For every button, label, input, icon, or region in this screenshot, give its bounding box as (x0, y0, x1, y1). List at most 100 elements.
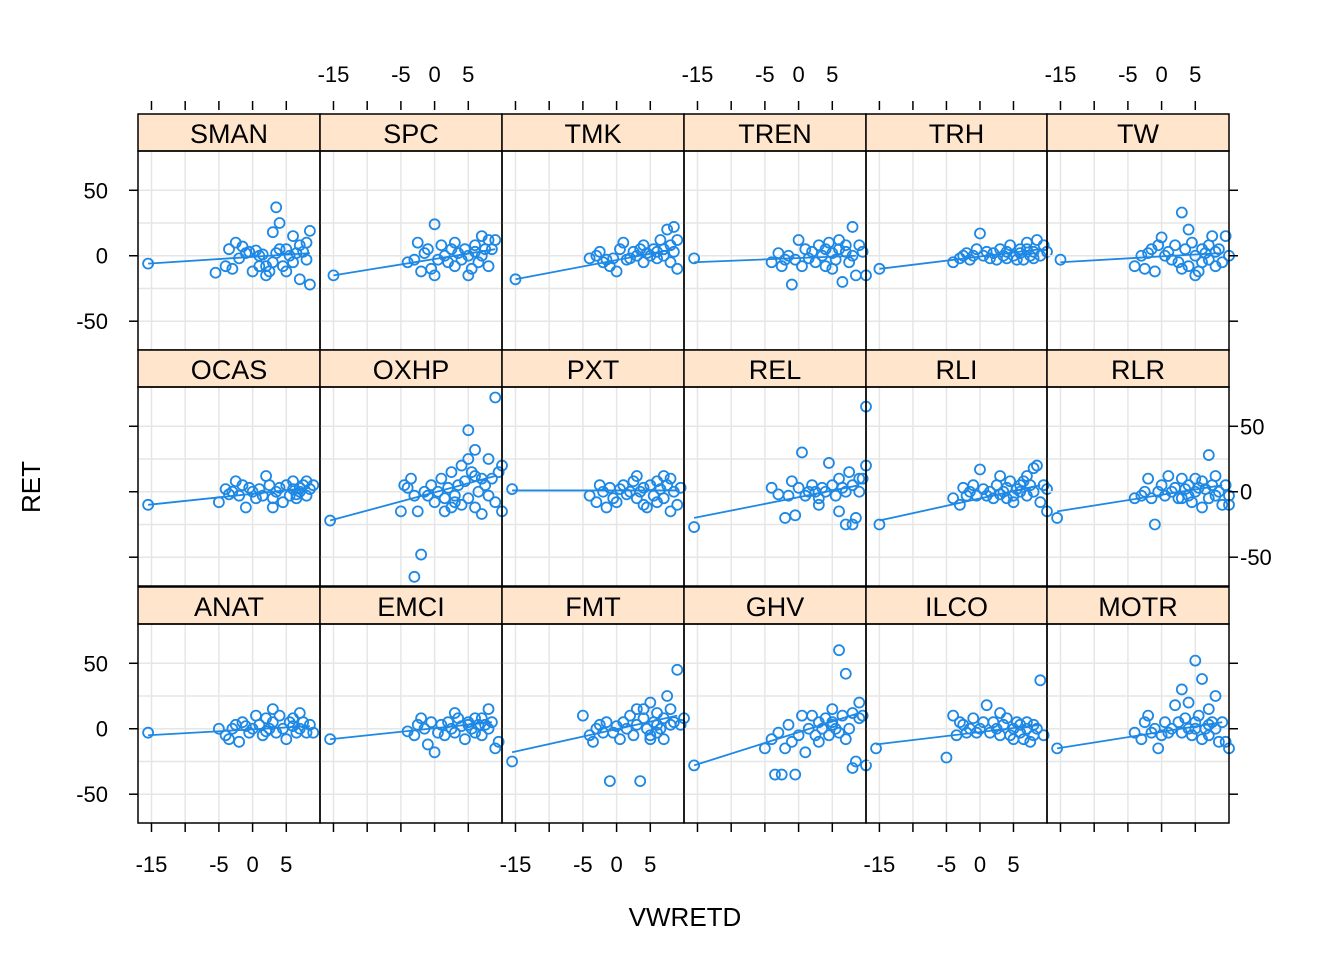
data-point (688, 521, 701, 533)
panel-rli: RLI (865, 349, 1053, 587)
data-point (1192, 709, 1205, 722)
data-point (674, 718, 687, 731)
data-point (587, 735, 599, 748)
data-point (664, 472, 677, 485)
data-point (287, 720, 299, 733)
data-point (479, 479, 492, 492)
data-point (1179, 712, 1192, 725)
data-point (823, 457, 835, 469)
data-point (226, 262, 239, 275)
data-point (1135, 733, 1148, 746)
data-point (590, 496, 603, 509)
data-point (1020, 243, 1033, 256)
data-point (839, 485, 852, 498)
data-point (772, 488, 785, 501)
data-point (843, 466, 856, 478)
panel-border (501, 150, 685, 351)
regression-line (515, 248, 675, 281)
data-point (236, 479, 249, 492)
data-point (1024, 479, 1037, 492)
panel-strip-label: ILCO (925, 592, 988, 622)
data-point (1219, 735, 1232, 748)
data-point (1165, 722, 1178, 735)
data-point (1010, 253, 1023, 266)
data-point (421, 738, 434, 751)
data-point (997, 718, 1010, 731)
data-point (239, 501, 252, 514)
data-point (428, 496, 441, 509)
data-point (853, 485, 866, 498)
y-tick-label-left: 50 (84, 651, 108, 676)
data-point (428, 746, 441, 759)
data-point (462, 424, 475, 437)
data-point (266, 703, 279, 715)
data-point (425, 479, 438, 492)
data-point (398, 479, 411, 492)
data-point (600, 501, 613, 514)
data-point (300, 253, 313, 266)
data-point (624, 709, 636, 722)
x-axis-title: VWRETD (629, 902, 742, 932)
data-point (977, 483, 990, 496)
data-point (1027, 462, 1040, 475)
data-point (674, 481, 687, 494)
data-point (303, 278, 316, 291)
data-point (475, 249, 488, 262)
data-point (1004, 239, 1017, 252)
data-point (462, 718, 475, 731)
data-point (485, 716, 498, 729)
data-point (1027, 252, 1040, 265)
data-point (765, 481, 778, 494)
data-point (260, 269, 272, 282)
data-point (947, 709, 960, 722)
data-point (280, 243, 293, 256)
panel-strip-label: TMK (565, 119, 622, 149)
data-point (1209, 245, 1222, 258)
data-point (1186, 236, 1198, 249)
panel-strip-label: OCAS (191, 355, 268, 385)
data-point (489, 496, 502, 509)
data-point (846, 479, 859, 492)
data-point (472, 256, 485, 269)
panel-border (1046, 386, 1230, 587)
data-point (428, 218, 441, 231)
data-point (651, 252, 663, 265)
data-point (967, 479, 980, 492)
x-tick-label-top: 0 (428, 62, 440, 87)
data-point (1202, 449, 1215, 461)
data-point (785, 735, 798, 748)
data-point (506, 755, 519, 768)
x-tick-label-top: 5 (1189, 62, 1201, 87)
data-point (644, 696, 657, 709)
data-point (1024, 735, 1037, 748)
data-point (1172, 256, 1185, 269)
x-tick-label-top: -15 (318, 62, 350, 87)
data-point (583, 489, 596, 502)
data-point (293, 273, 306, 286)
data-point (1169, 239, 1181, 252)
data-point (802, 722, 815, 735)
data-point (627, 729, 640, 742)
data-point (839, 667, 852, 680)
data-point (796, 260, 808, 273)
data-point (630, 703, 643, 715)
data-point (1152, 742, 1165, 755)
x-tick-label-top: 5 (826, 62, 838, 87)
panel-border (683, 623, 867, 824)
data-point (1135, 249, 1148, 262)
data-point (425, 262, 438, 275)
panel-strip (683, 349, 867, 388)
data-point (600, 716, 613, 729)
data-point (960, 247, 973, 260)
data-point (280, 733, 293, 746)
data-point (469, 712, 481, 725)
data-point (856, 709, 869, 722)
data-point (489, 742, 502, 755)
data-point (789, 768, 802, 781)
data-point (1212, 485, 1225, 498)
data-point (472, 485, 485, 498)
data-point (283, 249, 296, 262)
data-point (799, 746, 812, 759)
data-point (1216, 498, 1229, 511)
data-point (438, 492, 451, 505)
